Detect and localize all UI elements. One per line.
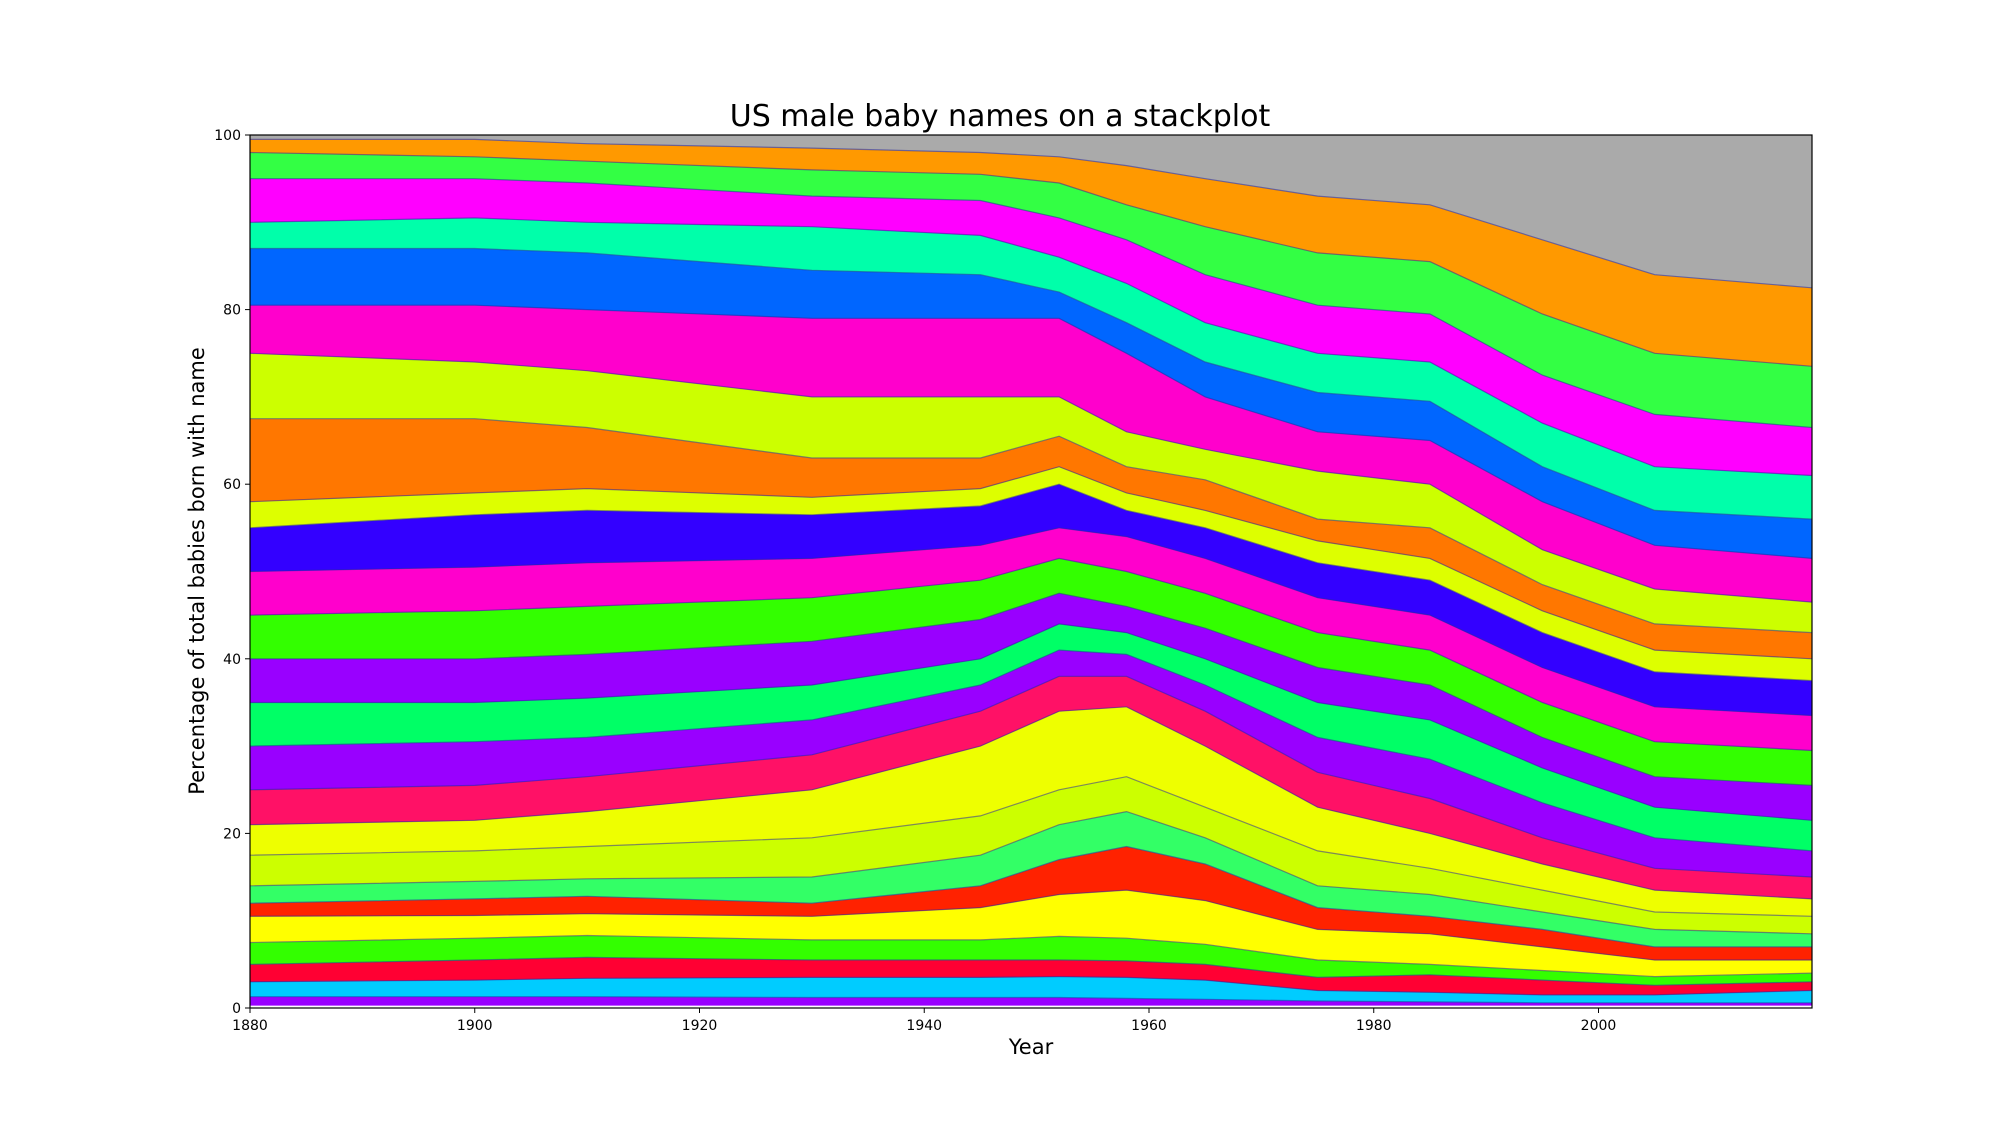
band-edge-12	[250, 623, 1813, 821]
band-edge-3	[249, 956, 1813, 986]
band-edge-11	[249, 649, 1813, 852]
x-tick-label: 1920	[682, 1018, 718, 1034]
y-tick-label: 60	[223, 477, 241, 493]
x-tick-label: 2000	[1581, 1018, 1617, 1034]
x-tick-label: 1940	[906, 1018, 942, 1034]
y-axis: 0 20 40 60 80 100	[214, 128, 250, 1017]
chart-title: US male baby names on a stackplot	[730, 99, 1271, 134]
band-edge-10	[249, 675, 1813, 878]
y-tick-label: 80	[223, 303, 241, 319]
band-edge-16	[249, 483, 1813, 682]
band-edge-2	[249, 975, 1813, 996]
x-tick-label: 1980	[1356, 1018, 1392, 1034]
band-edge-4	[249, 934, 1813, 978]
band-edge-8	[249, 776, 1813, 917]
band-edge-23	[250, 178, 1813, 429]
y-tick-label: 40	[223, 652, 241, 668]
plot-area	[249, 134, 1813, 1006]
band-edge-22	[249, 217, 1813, 477]
band-edge-5	[249, 889, 1812, 961]
band-edge-7	[249, 810, 1813, 935]
band-edge-13	[250, 592, 1813, 786]
x-axis: 1880 1900 1920 1940 1960 1980 2000	[232, 1008, 1616, 1034]
band-edge-1	[250, 996, 1812, 1004]
band-edge-17	[249, 466, 1813, 660]
x-tick-label: 1900	[457, 1018, 493, 1034]
y-tick-label: 20	[223, 826, 241, 842]
y-axis-label: Percentage of total babies born with nam…	[185, 347, 209, 795]
x-axis-label: Year	[1008, 1035, 1054, 1059]
band-edge-9	[249, 706, 1813, 900]
axes-frame	[249, 134, 1813, 1009]
band-edge-20	[250, 304, 1813, 559]
band-edge-14	[249, 557, 1813, 752]
band-edge-25	[250, 138, 1813, 289]
band-edge-6	[249, 845, 1812, 948]
y-tick-label: 100	[214, 128, 241, 144]
x-tick-label: 1880	[232, 1018, 268, 1034]
band-edge-19	[249, 352, 1813, 603]
y-tick-label: 0	[232, 1001, 241, 1017]
band-edge-18	[250, 418, 1813, 634]
band-edge-21	[250, 247, 1813, 520]
band-edge-15	[249, 527, 1813, 717]
x-tick-label: 1960	[1131, 1018, 1167, 1034]
band-edge-24	[249, 151, 1813, 367]
